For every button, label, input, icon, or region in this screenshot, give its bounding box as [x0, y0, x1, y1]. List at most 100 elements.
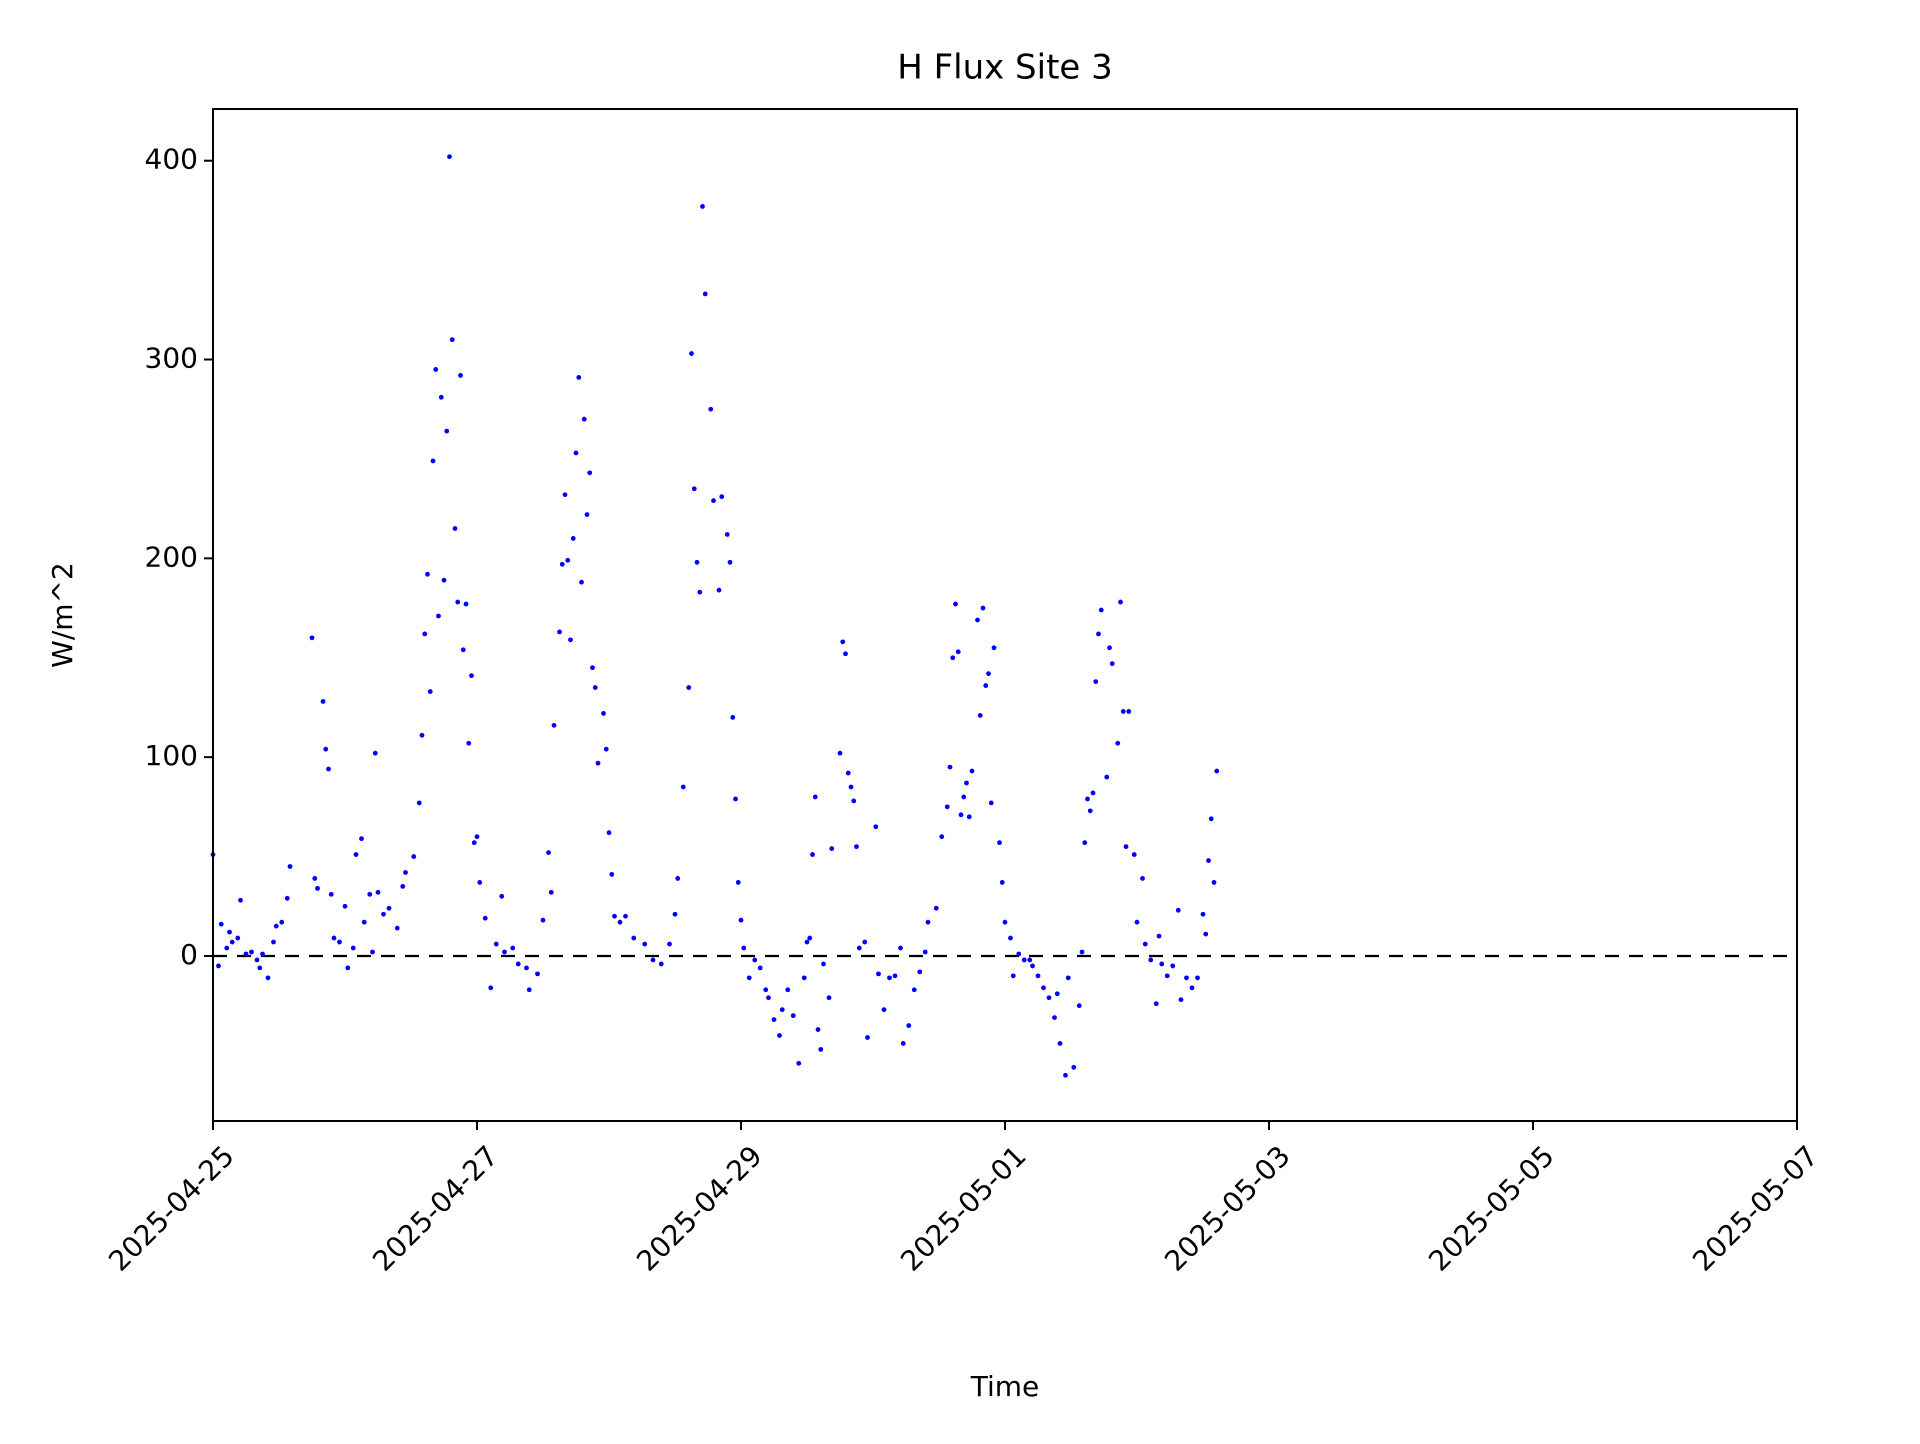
data-point: [449, 337, 455, 343]
data-point: [350, 945, 356, 951]
data-point: [309, 635, 315, 641]
data-point: [568, 637, 573, 643]
data-point: [906, 1023, 912, 1028]
data-point: [642, 941, 648, 947]
data-point: [1071, 1064, 1077, 1070]
data-point: [1041, 985, 1046, 991]
data-point: [1046, 995, 1052, 1001]
data-point: [1076, 1003, 1082, 1009]
data-point: [595, 760, 601, 766]
data-point: [590, 665, 595, 671]
data-point: [367, 891, 373, 897]
data-point: [694, 559, 700, 565]
data-point: [763, 987, 769, 993]
data-point: [862, 939, 868, 945]
data-point: [944, 804, 950, 810]
data-point: [818, 1047, 824, 1052]
x-tick-label: 2025-05-03: [1158, 1139, 1296, 1277]
data-point: [1010, 973, 1016, 979]
data-point: [584, 512, 590, 517]
data-point: [801, 975, 807, 981]
data-point: [444, 428, 450, 434]
data-point: [430, 458, 436, 464]
data-point: [689, 351, 694, 356]
data-point: [900, 1041, 906, 1046]
data-point: [422, 631, 428, 637]
data-point: [697, 589, 703, 595]
x-tick-label: 2025-05-07: [1686, 1139, 1824, 1277]
data-point: [1079, 949, 1085, 955]
data-point: [370, 949, 375, 955]
data-point: [416, 800, 422, 806]
data-point: [510, 945, 516, 951]
data-point: [460, 647, 466, 653]
data-point: [702, 291, 708, 297]
data-point: [983, 683, 989, 688]
data-point: [969, 768, 975, 774]
data-point: [606, 830, 612, 836]
data-point: [1082, 840, 1088, 846]
data-point: [601, 711, 606, 716]
data-point: [1016, 951, 1022, 957]
data-point: [807, 935, 813, 941]
data-point: [1085, 796, 1090, 802]
data-point: [961, 794, 967, 800]
data-point: [1090, 790, 1096, 796]
axes-frame: [212, 108, 1798, 1122]
data-point: [966, 814, 972, 820]
data-point: [1109, 661, 1115, 667]
data-point: [463, 601, 469, 607]
data-point: [524, 965, 529, 971]
data-point: [1115, 740, 1121, 746]
data-point: [502, 949, 507, 955]
data-point: [581, 416, 587, 422]
data-point: [257, 965, 263, 971]
data-point: [466, 740, 472, 746]
y-axis-label: W/m^2: [46, 562, 79, 668]
data-point: [752, 957, 758, 963]
data-point: [953, 601, 958, 607]
data-point: [471, 840, 477, 846]
data-point: [411, 854, 417, 859]
data-point: [403, 870, 408, 875]
data-point: [427, 689, 433, 694]
data-point: [254, 957, 260, 963]
data-point: [603, 746, 609, 752]
data-point: [381, 911, 386, 917]
data-point: [515, 961, 521, 967]
data-point: [815, 1027, 821, 1032]
data-point: [631, 935, 637, 941]
data-point: [551, 722, 557, 728]
data-point: [375, 889, 381, 895]
data-point: [227, 929, 232, 935]
data-point: [865, 1035, 870, 1040]
data-point: [1123, 844, 1129, 850]
data-point: [829, 846, 835, 852]
data-point: [658, 961, 664, 967]
data-point: [1057, 1041, 1063, 1046]
data-point: [361, 919, 367, 925]
data-point: [1104, 774, 1110, 780]
y-tick-label: 100: [145, 739, 198, 772]
data-point: [1142, 941, 1148, 947]
data-point: [1027, 957, 1033, 963]
data-point: [260, 951, 265, 957]
data-point: [323, 746, 329, 752]
data-point: [474, 834, 480, 840]
data-point: [708, 406, 714, 412]
data-point: [796, 1060, 802, 1066]
data-point: [353, 852, 359, 857]
data-point: [1189, 985, 1195, 991]
data-point: [917, 969, 923, 975]
data-point: [617, 919, 623, 925]
data-point: [477, 880, 483, 885]
data-point: [1087, 808, 1093, 814]
data-point: [1148, 957, 1154, 963]
data-point: [216, 963, 221, 969]
data-point: [892, 973, 898, 979]
data-point: [238, 897, 243, 903]
data-point: [447, 154, 452, 160]
data-point: [1140, 876, 1145, 881]
chart-title: H Flux Site 3: [897, 48, 1113, 88]
